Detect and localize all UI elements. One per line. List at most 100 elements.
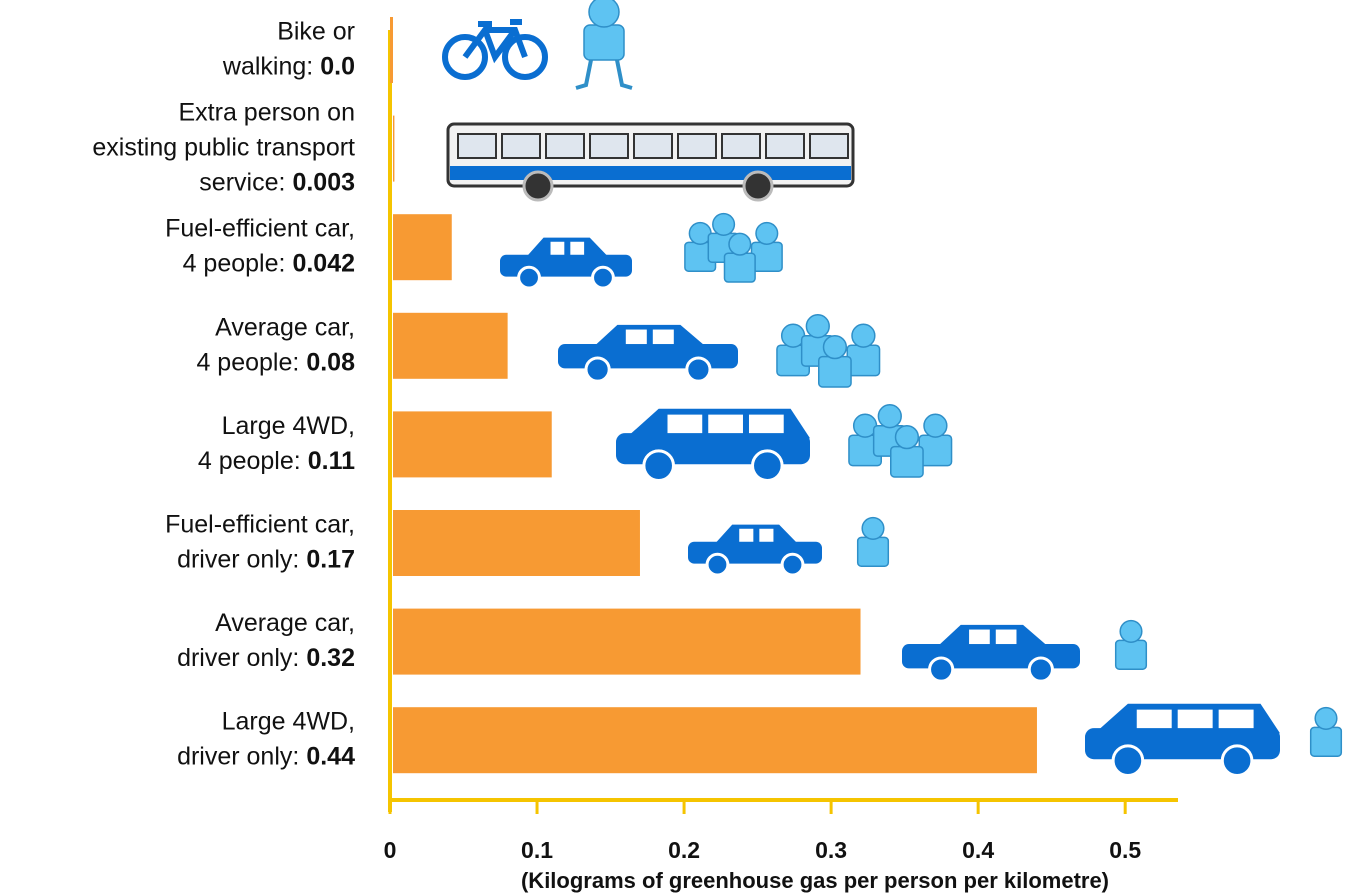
car-wheel <box>591 265 615 290</box>
value-label: 0.0 <box>320 52 355 80</box>
bus-window <box>765 133 805 159</box>
car-cabin <box>526 237 609 257</box>
x-tick-label: 0 <box>384 837 397 863</box>
bus-icon <box>446 122 855 202</box>
bus-wheel <box>742 170 774 202</box>
bar <box>393 312 508 379</box>
car-window <box>625 329 647 345</box>
bus-stripe <box>450 166 851 180</box>
bar <box>393 115 395 182</box>
category-label: Average car, <box>215 609 355 637</box>
walker-legs <box>575 54 633 90</box>
person-head <box>712 212 736 236</box>
value-label: 0.08 <box>306 348 355 376</box>
bike-wheel <box>442 34 488 80</box>
car-icon <box>902 624 1080 683</box>
walker-body <box>583 24 625 61</box>
category-line: Bike or <box>277 17 355 45</box>
person-icon <box>1309 706 1343 757</box>
category-line: driver only: <box>177 545 299 573</box>
category-line: walking: <box>222 52 313 80</box>
bar <box>393 510 640 576</box>
person-icon <box>750 221 783 272</box>
category-line: 4 people: <box>196 348 299 376</box>
category-label: Large 4WD, <box>222 707 355 735</box>
category-line: Extra person on <box>179 98 356 126</box>
car-cabin <box>714 524 798 544</box>
person-body <box>1309 726 1343 757</box>
x-tick-label: 0.5 <box>1109 837 1141 863</box>
person-body <box>818 355 852 388</box>
car-wheel <box>928 656 955 683</box>
category-line: 4 people: <box>183 249 286 277</box>
bar <box>393 214 452 281</box>
person-head <box>755 221 779 245</box>
walker-head <box>588 0 620 28</box>
category-line: existing public transport <box>92 133 355 161</box>
bar <box>393 707 1037 774</box>
value-label: 0.042 <box>292 249 355 277</box>
car-cabin <box>937 624 1048 647</box>
bus-window <box>721 133 761 159</box>
bike-icon <box>442 19 548 80</box>
person-icon <box>918 413 953 467</box>
bus-window <box>677 133 717 159</box>
category-label: Extra person on <box>179 98 356 126</box>
category-line: Fuel-efficient car, <box>165 510 355 538</box>
person-head <box>822 334 848 360</box>
person-icon <box>818 334 852 388</box>
category-line: Large 4WD, <box>222 412 355 440</box>
bus-wheel <box>522 170 554 202</box>
car-wheel <box>685 356 712 383</box>
category-label: Bike or <box>277 17 355 45</box>
category-label: service: 0.003 <box>199 168 355 196</box>
car-window <box>1218 709 1254 729</box>
category-label: driver only: 0.32 <box>177 644 355 672</box>
person-head <box>805 314 830 339</box>
person-body <box>856 536 890 567</box>
category-label: existing public transport <box>92 133 355 161</box>
bus-window <box>809 133 849 159</box>
category-label: driver only: 0.17 <box>177 545 355 573</box>
bus-window <box>545 133 585 159</box>
person-icon <box>723 232 756 283</box>
category-label: 4 people: 0.11 <box>198 447 355 475</box>
person-body <box>723 252 756 283</box>
car-window <box>667 414 703 434</box>
car-icon <box>558 324 738 383</box>
car-window <box>1136 709 1172 729</box>
person-body <box>750 241 783 272</box>
car-window <box>759 528 774 542</box>
car-icon <box>616 408 810 482</box>
car-wheel <box>1111 744 1145 777</box>
person-body <box>1114 639 1148 670</box>
category-line: 4 people: <box>198 447 301 475</box>
car-body <box>902 644 1080 669</box>
category-label: Average car, <box>215 313 355 341</box>
value-label: 0.003 <box>292 168 355 196</box>
category-line: Fuel-efficient car, <box>165 214 355 242</box>
person-icon <box>856 516 890 567</box>
category-label: 4 people: 0.042 <box>183 249 355 277</box>
car-window <box>570 241 585 255</box>
bus-window <box>501 133 541 159</box>
value-label: 0.11 <box>308 447 355 475</box>
car-wheel <box>584 356 611 383</box>
car-window <box>708 414 743 434</box>
car-window <box>969 629 990 645</box>
category-line: Average car, <box>215 609 355 637</box>
car-window <box>748 414 784 434</box>
category-line: service: <box>199 168 285 196</box>
car-wheel <box>642 449 675 482</box>
category-line: driver only: <box>177 742 299 770</box>
car-wheel <box>705 552 730 577</box>
value-label: 0.32 <box>306 644 355 672</box>
x-axis-label: (Kilograms of greenhouse gas per person … <box>521 868 1109 893</box>
person-icon <box>890 424 924 478</box>
walker-icon <box>575 0 633 90</box>
car-wheel <box>751 449 784 482</box>
x-tick-label: 0.3 <box>815 837 847 863</box>
person-body <box>918 434 953 467</box>
illustrations <box>442 0 1343 777</box>
